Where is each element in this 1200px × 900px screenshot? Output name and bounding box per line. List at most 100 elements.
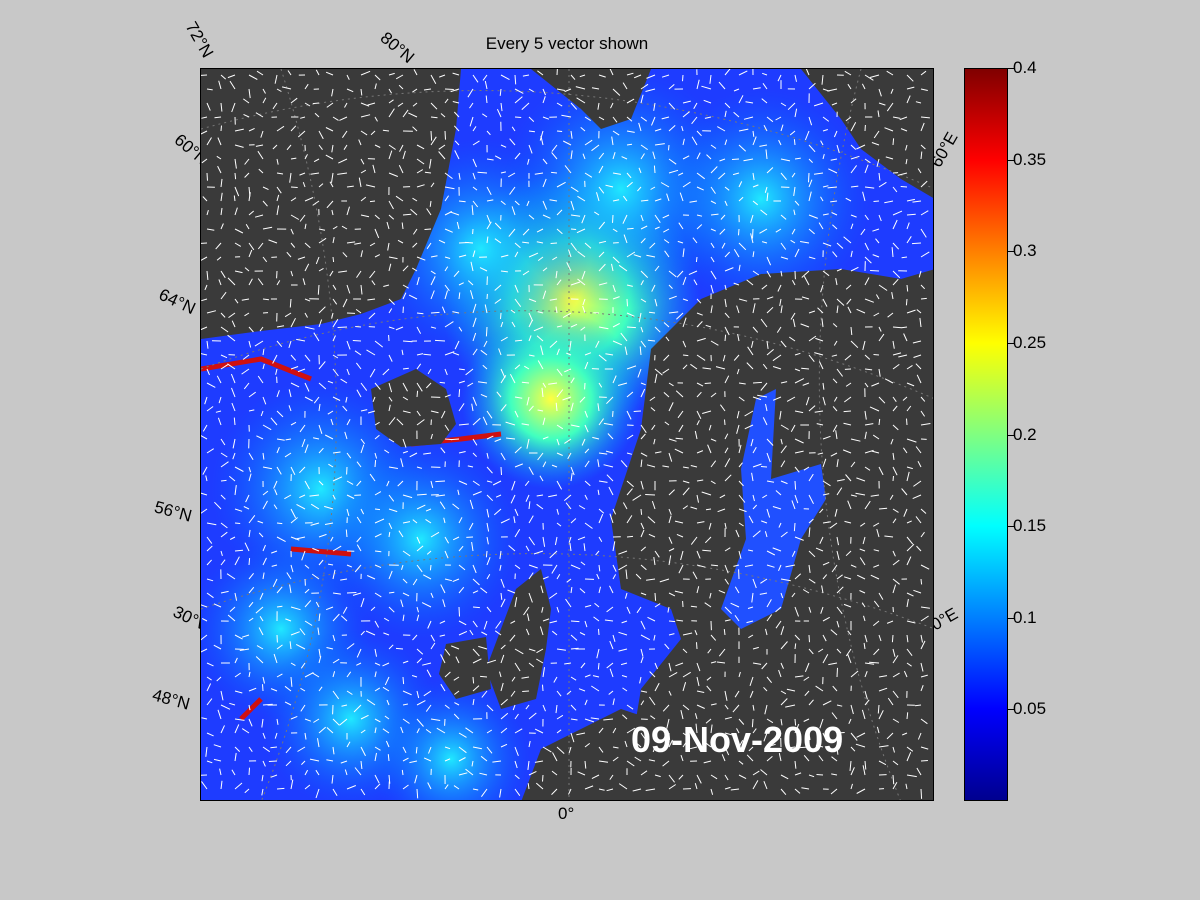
current-vector (676, 619, 684, 622)
current-vector (556, 424, 564, 430)
current-vector (551, 171, 558, 174)
current-vector (626, 434, 634, 440)
current-vector (654, 550, 660, 558)
current-vector (668, 536, 673, 544)
current-vector (416, 614, 420, 622)
current-vector (654, 682, 660, 692)
current-vector (528, 214, 535, 220)
current-vector (682, 364, 688, 370)
current-vector (239, 648, 250, 651)
current-vector (873, 354, 880, 356)
current-vector (584, 424, 589, 433)
british-isles (486, 569, 551, 709)
current-vector (556, 325, 563, 328)
current-vector (887, 697, 894, 706)
current-vector (453, 111, 460, 118)
current-vector (346, 419, 351, 426)
current-vector (276, 88, 282, 92)
current-vector (772, 354, 782, 362)
current-vector (892, 326, 902, 329)
current-vector (556, 438, 560, 446)
current-vector (815, 685, 824, 692)
current-vector (486, 522, 490, 532)
current-vector (299, 172, 306, 176)
current-vector (467, 465, 474, 468)
current-vector (422, 662, 432, 666)
current-vector (472, 452, 477, 458)
current-vector (584, 139, 593, 146)
current-vector (864, 760, 867, 770)
current-vector (248, 192, 251, 202)
current-vector (624, 740, 628, 748)
current-vector (354, 350, 362, 356)
current-vector (554, 536, 558, 546)
current-vector (402, 703, 408, 706)
current-vector (892, 452, 895, 460)
current-vector (732, 172, 740, 176)
current-vector (444, 266, 449, 272)
current-vector (735, 529, 740, 538)
current-vector (556, 368, 563, 377)
current-vector (621, 620, 628, 624)
current-vector (550, 242, 558, 244)
current-vector (458, 368, 465, 371)
current-vector (541, 387, 544, 398)
current-vector (564, 165, 572, 174)
current-vector (272, 102, 278, 110)
current-vector (526, 438, 530, 449)
current-vector (591, 144, 600, 152)
current-vector (653, 102, 656, 111)
current-vector (325, 154, 334, 160)
current-vector (566, 578, 572, 583)
current-vector (581, 270, 586, 280)
current-vector (704, 382, 712, 384)
current-vector (640, 508, 643, 515)
current-vector (388, 308, 393, 314)
current-vector (766, 167, 774, 174)
current-vector (794, 157, 801, 160)
current-vector (892, 352, 902, 356)
current-vector (598, 452, 608, 455)
current-vector (514, 760, 518, 769)
current-vector (276, 205, 280, 216)
current-vector (682, 276, 687, 286)
current-vector (496, 108, 502, 118)
current-vector (885, 156, 894, 160)
current-vector (760, 209, 768, 216)
current-vector (444, 98, 449, 104)
current-vector (216, 375, 222, 384)
current-vector (304, 326, 315, 330)
current-vector (761, 662, 768, 670)
current-vector (766, 192, 769, 202)
current-vector (248, 466, 252, 473)
current-vector (738, 444, 742, 454)
current-vector (248, 249, 253, 258)
current-vector (738, 462, 743, 468)
current-vector (402, 660, 409, 664)
current-vector (458, 517, 463, 524)
current-vector (536, 335, 544, 342)
current-vector (477, 381, 488, 384)
current-vector (528, 88, 534, 93)
current-vector (346, 452, 352, 459)
current-vector (472, 200, 479, 208)
current-vector (276, 410, 284, 418)
current-vector (480, 349, 488, 356)
current-vector (458, 732, 467, 738)
colorbar-tick-label: 0.4 (1013, 58, 1037, 77)
current-vector (626, 391, 634, 398)
current-vector (318, 686, 323, 692)
current-vector (542, 576, 549, 580)
current-vector (388, 354, 393, 362)
current-vector (416, 419, 425, 426)
current-vector (626, 727, 636, 734)
current-vector (244, 267, 250, 272)
current-vector (801, 367, 810, 370)
current-vector (469, 116, 474, 127)
current-vector (738, 508, 747, 513)
current-vector (300, 662, 306, 669)
current-vector (626, 515, 633, 524)
current-vector (794, 718, 797, 726)
current-vector (356, 461, 362, 468)
current-vector (499, 550, 502, 559)
